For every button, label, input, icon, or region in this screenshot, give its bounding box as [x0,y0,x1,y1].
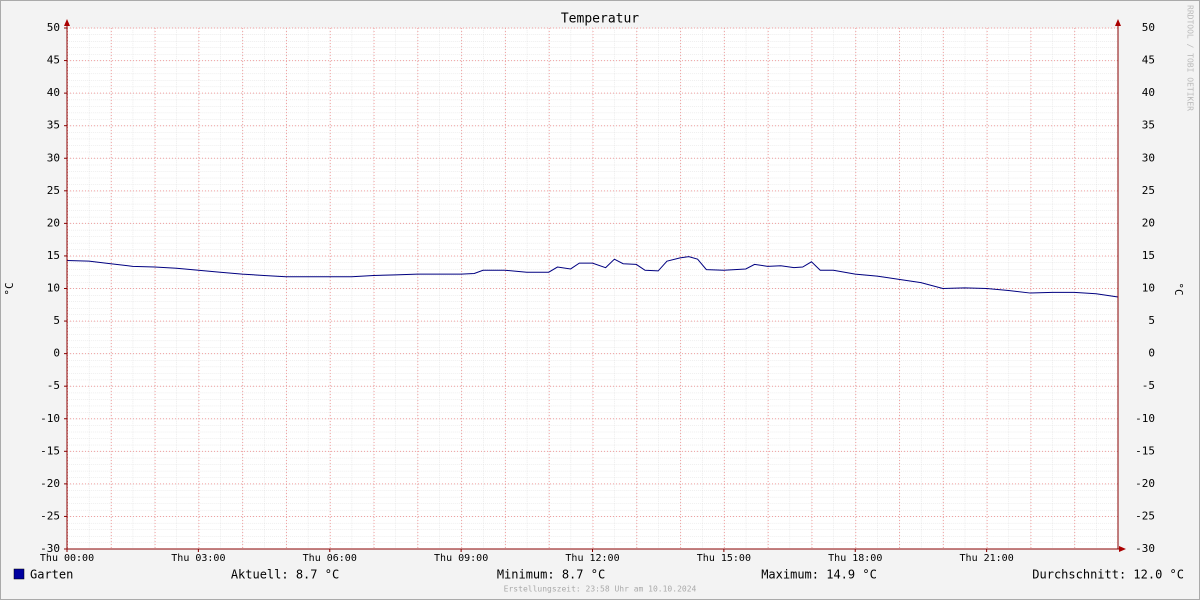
y-tick-label: -15 [40,444,60,457]
y2-axis-label: °C [1172,282,1185,295]
x-tick-label: Thu 21:00 [960,553,1014,564]
y-tick-label: 15 [47,249,60,262]
y-tick-label: 10 [47,282,60,295]
x-tick-label: Thu 18:00 [828,553,882,564]
axis-arrow [1119,546,1126,552]
y2-tick-label: -15 [1135,444,1155,457]
x-tick-label: Thu 06:00 [303,553,357,564]
footer: Erstellungszeit: 23:58 Uhr am 10.10.2024 [504,585,697,594]
y-tick-label: 5 [53,314,60,327]
y2-tick-label: -25 [1135,509,1155,522]
x-tick-label: Thu 09:00 [434,553,488,564]
y2-tick-label: 45 [1142,54,1155,67]
x-tick-label: Thu 12:00 [565,553,619,564]
legend-swatch [13,568,25,580]
y2-tick-label: 50 [1142,21,1155,34]
x-tick-label: Thu 03:00 [171,553,225,564]
legend-stat: Minimum: 8.7 °C [497,568,605,582]
axis-arrow [1115,19,1121,26]
y-tick-label: 20 [47,216,60,229]
chart-title: Temperatur [561,12,639,27]
y-tick-label: -25 [40,509,60,522]
y2-tick-label: 20 [1142,216,1155,229]
y2-tick-label: -10 [1135,412,1155,425]
y-tick-label: 30 [47,151,60,164]
axis-arrow [64,19,70,26]
y2-tick-label: 0 [1148,347,1155,360]
y-tick-label: 50 [47,21,60,34]
data-line [66,256,1119,298]
y-tick-label: 45 [47,54,60,67]
y2-tick-label: 35 [1142,119,1155,132]
y2-tick-label: 10 [1142,282,1155,295]
y-tick-label: 35 [47,119,60,132]
x-tick-label: Thu 00:00 [40,553,94,564]
y-tick-label: 25 [47,184,60,197]
x-tick-label: Thu 15:00 [697,553,751,564]
y2-tick-label: -20 [1135,477,1155,490]
y-tick-label: 0 [53,347,60,360]
legend-stat: Aktuell: 8.7 °C [231,568,339,582]
y-axis-label: °C [3,282,16,295]
y2-tick-label: -30 [1135,542,1155,555]
y2-tick-label: 5 [1148,314,1155,327]
y2-tick-label: -5 [1142,379,1155,392]
y2-tick-label: 25 [1142,184,1155,197]
watermark: RRDTOOL / TOBI OETIKER [1186,5,1195,111]
y2-tick-label: 15 [1142,249,1155,262]
y2-tick-label: 30 [1142,151,1155,164]
y-tick-label: -20 [40,477,60,490]
y-tick-label: -5 [47,379,60,392]
legend-stat: Durchschnitt: 12.0 °C [1032,568,1184,582]
y-tick-label: -30 [40,542,60,555]
y-tick-label: -10 [40,412,60,425]
y-tick-label: 40 [47,86,60,99]
y2-tick-label: 40 [1142,86,1155,99]
legend-stat: Maximum: 14.9 °C [761,568,877,582]
legend-entry: Garten [30,568,73,582]
